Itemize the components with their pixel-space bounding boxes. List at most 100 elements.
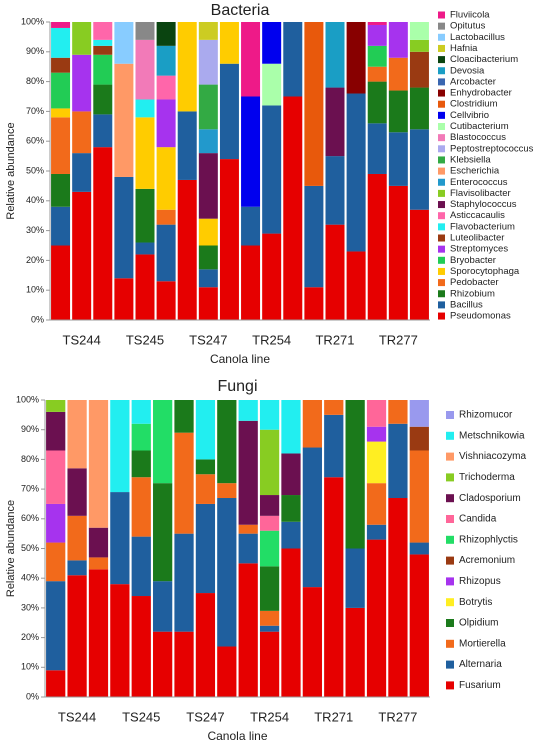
legend-label: Devosia xyxy=(450,65,485,76)
bar-segment xyxy=(46,581,66,671)
bar-segment xyxy=(283,96,303,320)
bar-segment xyxy=(366,400,387,427)
legend-swatch xyxy=(446,639,454,648)
bar-segment xyxy=(88,569,109,697)
y-tick-label: 70% xyxy=(26,106,44,116)
bar-segment xyxy=(93,22,113,40)
legend-label: Alternaria xyxy=(459,659,502,670)
y-tick-label: 90% xyxy=(26,46,44,56)
legend-label: Flavisolibacter xyxy=(450,188,511,199)
bar-segment xyxy=(51,206,71,246)
bar-segment xyxy=(46,503,66,543)
x-tick-label: TS244 xyxy=(58,709,96,724)
legend-swatch xyxy=(438,89,445,97)
y-tick-label: 10% xyxy=(26,285,44,295)
legend-swatch xyxy=(438,189,445,197)
x-tick-label: TR271 xyxy=(314,709,353,724)
legend-label: Staphylococcus xyxy=(450,199,517,210)
bar-segment xyxy=(366,441,387,484)
bar-segment xyxy=(72,111,92,154)
legend-swatch xyxy=(438,44,445,52)
bar-segment xyxy=(259,530,280,567)
bar-segment xyxy=(241,96,261,207)
bar-segment xyxy=(46,670,66,697)
legend-swatch xyxy=(446,598,454,607)
legend-swatch xyxy=(438,256,445,264)
bar-segment xyxy=(238,400,258,421)
legend-label: Klebsiella xyxy=(450,154,491,165)
bar-segment xyxy=(156,99,176,148)
legend-label: Fusarium xyxy=(459,680,501,691)
bar-segment xyxy=(367,45,387,67)
bar-segment xyxy=(110,400,130,493)
bar-segment xyxy=(110,492,130,585)
y-axis-label: Relative abundance xyxy=(5,122,17,219)
bar-segment xyxy=(304,22,324,186)
x-tick-label: TS247 xyxy=(189,332,227,347)
bar-segment xyxy=(259,625,280,632)
bar-segment xyxy=(367,22,387,25)
bar-segment xyxy=(135,242,155,255)
bar-segment xyxy=(219,22,239,64)
bar-segment xyxy=(156,281,176,320)
bar-segment xyxy=(67,575,87,697)
legend-label: Bryobacter xyxy=(450,255,496,266)
legend-swatch xyxy=(446,473,454,482)
legend-label: Bacillus xyxy=(450,299,483,310)
bar-segment xyxy=(259,515,280,531)
bar-segment xyxy=(51,245,71,320)
x-tick-label: TR277 xyxy=(379,332,418,347)
bar-segment xyxy=(135,117,155,189)
bar-segment xyxy=(135,39,155,100)
legend-swatch xyxy=(438,234,445,242)
bar-segment xyxy=(366,426,387,442)
bar-segment xyxy=(259,400,280,430)
y-tick-label: 100% xyxy=(16,394,39,404)
y-tick-label: 30% xyxy=(26,225,44,235)
legend-swatch xyxy=(446,494,454,503)
bar-segment xyxy=(367,66,387,82)
bar-segment xyxy=(131,536,151,597)
legend-swatch xyxy=(438,111,445,119)
bar-segment xyxy=(262,63,282,106)
bar-segment xyxy=(302,447,322,588)
bar-segment xyxy=(217,483,237,499)
bar-segment xyxy=(51,22,71,28)
legend-swatch xyxy=(446,411,454,419)
bar-segment xyxy=(198,269,218,288)
bar-segment xyxy=(345,400,365,549)
bar-segment xyxy=(388,132,408,186)
bar-segment xyxy=(46,450,66,504)
bar-segment xyxy=(72,54,92,112)
y-tick-label: 0% xyxy=(31,314,44,324)
bar-segment xyxy=(156,75,176,100)
legend-swatch xyxy=(438,301,445,309)
legend-label: Cladosporium xyxy=(459,493,521,504)
bar-segment xyxy=(219,63,239,160)
legend-label: Botrytis xyxy=(459,597,492,608)
legend-swatch xyxy=(438,223,445,231)
bar-segment xyxy=(67,400,87,469)
y-tick-label: 10% xyxy=(21,662,39,672)
bar-segment xyxy=(135,188,155,243)
bar-segment xyxy=(198,129,218,154)
legend-swatch xyxy=(438,78,445,86)
bar-segment xyxy=(51,108,71,118)
legend-swatch xyxy=(438,100,445,108)
bar-segment xyxy=(198,153,218,219)
bar-segment xyxy=(346,251,366,320)
legend-label: Trichoderma xyxy=(459,472,515,483)
legend-label: Arcobacter xyxy=(450,76,496,87)
bar-segment xyxy=(217,400,237,484)
y-tick-label: 60% xyxy=(26,136,44,146)
legend-swatch xyxy=(438,22,445,30)
legend-swatch xyxy=(446,431,454,440)
bar-segment xyxy=(409,209,429,320)
bar-segment xyxy=(345,548,365,608)
bar-segment xyxy=(283,22,303,97)
bar-segment xyxy=(153,581,173,632)
bar-segment xyxy=(388,185,408,320)
bar-segment xyxy=(156,147,176,210)
bar-segment xyxy=(388,423,408,499)
bar-segment xyxy=(325,156,345,225)
